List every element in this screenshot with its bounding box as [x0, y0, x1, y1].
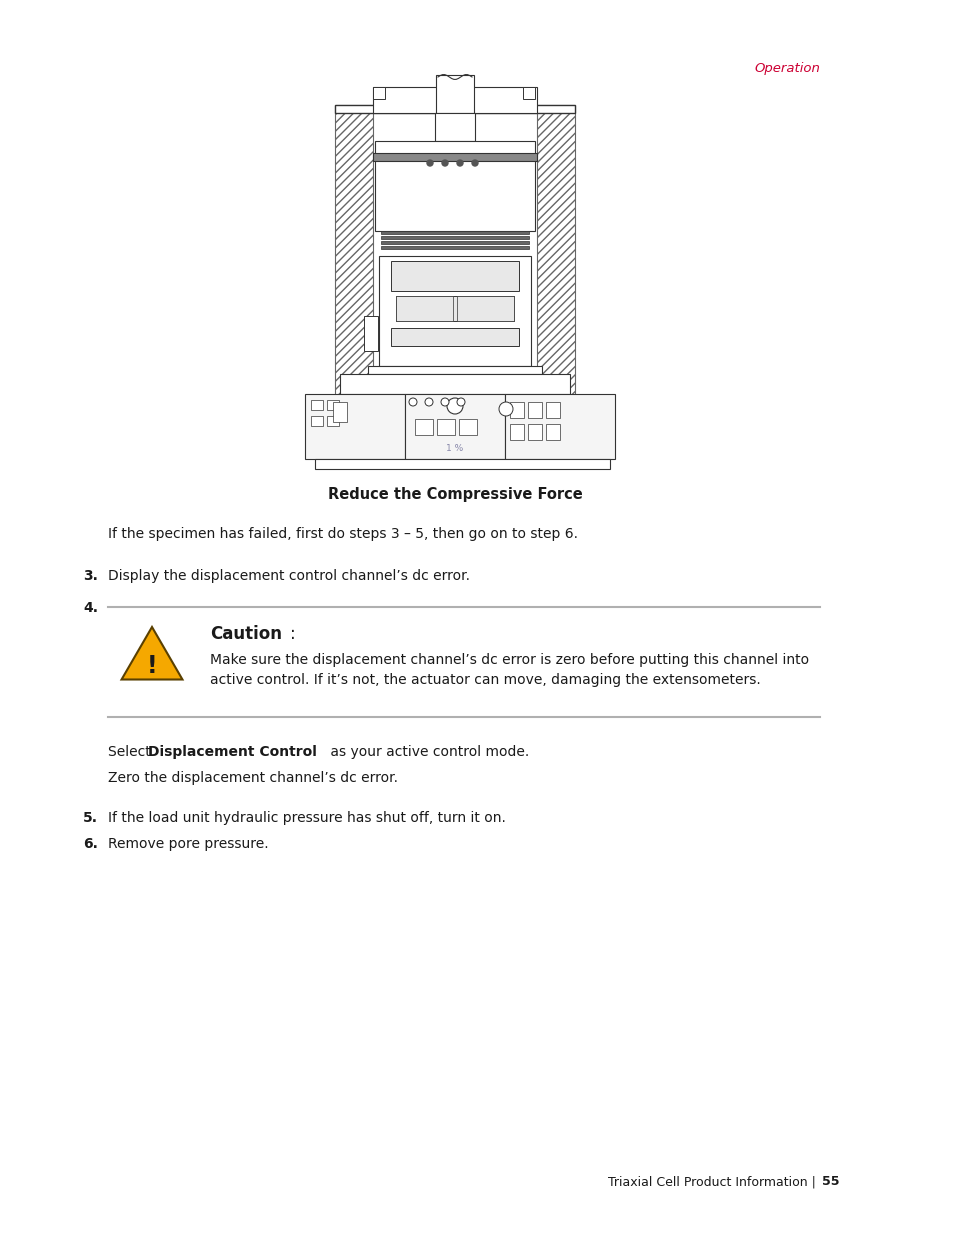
Bar [391, 329, 518, 346]
Bar [435, 112, 475, 141]
Text: Triaxial Cell Product Information |: Triaxial Cell Product Information | [607, 1174, 820, 1188]
Bar [510, 403, 523, 417]
Bar [405, 394, 504, 459]
Bar [339, 374, 569, 394]
Circle shape [427, 161, 433, 165]
Bar [311, 400, 323, 410]
Bar [368, 366, 541, 374]
Text: 55: 55 [821, 1174, 839, 1188]
Bar [527, 424, 541, 440]
Bar [391, 261, 518, 291]
Bar [436, 75, 474, 112]
Bar [375, 141, 535, 231]
Text: If the load unit hydraulic pressure has shut off, turn it on.: If the load unit hydraulic pressure has … [108, 811, 505, 825]
Text: Reduce the Compressive Force: Reduce the Compressive Force [327, 487, 581, 501]
Text: Operation: Operation [753, 62, 820, 75]
Bar [527, 403, 541, 417]
Text: If the specimen has failed, first do steps 3 – 5, then go on to step 6.: If the specimen has failed, first do ste… [108, 527, 578, 541]
Circle shape [472, 161, 477, 165]
Bar [510, 424, 523, 440]
Circle shape [424, 398, 433, 406]
Bar [380, 231, 529, 233]
Bar [380, 236, 529, 240]
Bar [395, 296, 453, 321]
Polygon shape [121, 627, 182, 679]
Text: 6.: 6. [83, 837, 98, 851]
Circle shape [456, 398, 464, 406]
Text: active control. If it’s not, the actuator can move, damaging the extensometers.: active control. If it’s not, the actuato… [210, 673, 760, 687]
Circle shape [447, 398, 462, 414]
Bar [335, 105, 373, 395]
Bar [504, 394, 615, 459]
Text: Select: Select [108, 745, 155, 760]
Bar [373, 86, 385, 99]
Text: 3.: 3. [83, 569, 98, 583]
Text: Make sure the displacement channel’s dc error is zero before putting this channe: Make sure the displacement channel’s dc … [210, 653, 808, 667]
Bar [380, 246, 529, 249]
Text: Zero the displacement channel’s dc error.: Zero the displacement channel’s dc error… [108, 771, 397, 785]
Bar [436, 419, 455, 435]
Circle shape [409, 398, 416, 406]
Bar [327, 400, 338, 410]
Text: 4.: 4. [83, 601, 98, 615]
Text: 5.: 5. [83, 811, 98, 825]
Text: Caution: Caution [210, 625, 282, 643]
Text: Display the displacement control channel’s dc error.: Display the displacement control channel… [108, 569, 470, 583]
Circle shape [456, 161, 462, 165]
Bar [335, 105, 575, 112]
Bar [311, 416, 323, 426]
Text: 1 %: 1 % [446, 445, 463, 453]
Bar [378, 256, 531, 366]
Bar [333, 403, 347, 422]
Circle shape [498, 403, 513, 416]
Text: !: ! [147, 655, 157, 678]
Bar [395, 296, 514, 321]
Circle shape [440, 398, 449, 406]
Text: :: : [290, 625, 295, 643]
Bar [373, 153, 537, 161]
Bar [314, 459, 609, 469]
Circle shape [441, 161, 448, 165]
Bar [305, 394, 405, 459]
Bar [327, 416, 338, 426]
Bar [458, 419, 476, 435]
Bar [522, 86, 535, 99]
Bar [380, 241, 529, 245]
Bar [456, 296, 514, 321]
Text: Remove pore pressure.: Remove pore pressure. [108, 837, 269, 851]
Bar [373, 86, 537, 112]
Text: as your active control mode.: as your active control mode. [326, 745, 529, 760]
Text: Displacement Control: Displacement Control [148, 745, 316, 760]
Bar [545, 424, 559, 440]
Bar [537, 105, 575, 395]
Bar [415, 419, 433, 435]
Bar [545, 403, 559, 417]
Bar [364, 316, 377, 351]
